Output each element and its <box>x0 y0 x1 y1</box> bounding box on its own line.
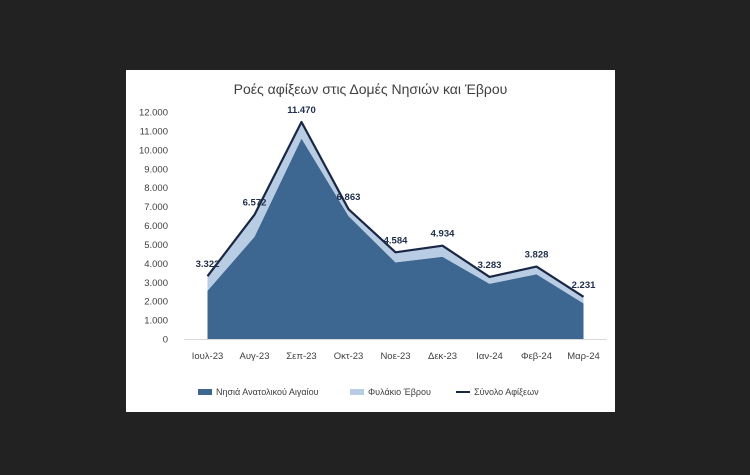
y-tick-label: 6.000 <box>144 221 168 232</box>
y-tick-label: 3.000 <box>144 278 168 289</box>
y-tick-label: 0 <box>163 335 168 346</box>
data-label: 2.231 <box>572 280 596 291</box>
y-tick-label: 4.000 <box>144 259 168 270</box>
y-tick-label: 10.000 <box>139 145 168 156</box>
legend-swatch <box>350 389 364 395</box>
legend-label: Φυλάκιο Έβρου <box>368 387 431 397</box>
chart-card: Ροές αφίξεων στις Δομές Νησιών και Έβρου… <box>126 70 615 412</box>
y-tick-label: 9.000 <box>144 164 168 175</box>
data-label: 3.322 <box>196 259 220 270</box>
y-tick-label: 5.000 <box>144 240 168 251</box>
legend-swatch <box>198 389 212 395</box>
data-label: 6.572 <box>243 198 267 209</box>
data-label: 4.584 <box>384 235 408 246</box>
legend-label: Νησιά Ανατολικού Αιγαίου <box>216 387 319 397</box>
data-label: 4.934 <box>431 229 455 240</box>
legend-label: Σύνολο Αφίξεων <box>474 387 539 397</box>
data-label: 3.283 <box>478 260 502 271</box>
y-tick-label: 2.000 <box>144 297 168 308</box>
x-tick-label: Νοε-23 <box>380 351 410 362</box>
x-tick-label: Φεβ-24 <box>521 351 552 362</box>
x-tick-label: Δεκ-23 <box>428 351 457 362</box>
total-line <box>206 120 585 298</box>
x-tick-label: Ιουλ-23 <box>192 351 224 362</box>
x-tick-label: Ιαν-24 <box>476 351 503 362</box>
x-tick-label: Αυγ-23 <box>239 351 269 362</box>
x-tick-label: Οκτ-23 <box>334 351 364 362</box>
x-tick-label: Μαρ-24 <box>567 351 600 362</box>
data-label: 3.828 <box>525 250 549 261</box>
y-tick-label: 12.000 <box>139 108 168 119</box>
y-tick-label: 8.000 <box>144 183 168 194</box>
y-tick-label: 11.000 <box>140 126 168 137</box>
chart-title: Ροές αφίξεων στις Δομές Νησιών και Έβρου <box>234 81 508 97</box>
y-tick-label: 7.000 <box>144 202 168 213</box>
area-chart: Ροές αφίξεων στις Δομές Νησιών και Έβρου… <box>139 81 607 397</box>
data-label: 11.470 <box>287 105 316 116</box>
area-series <box>207 138 584 339</box>
x-tick-label: Σεπ-23 <box>286 351 316 362</box>
y-tick-label: 1.000 <box>144 316 168 327</box>
data-label: 6.863 <box>337 192 361 203</box>
